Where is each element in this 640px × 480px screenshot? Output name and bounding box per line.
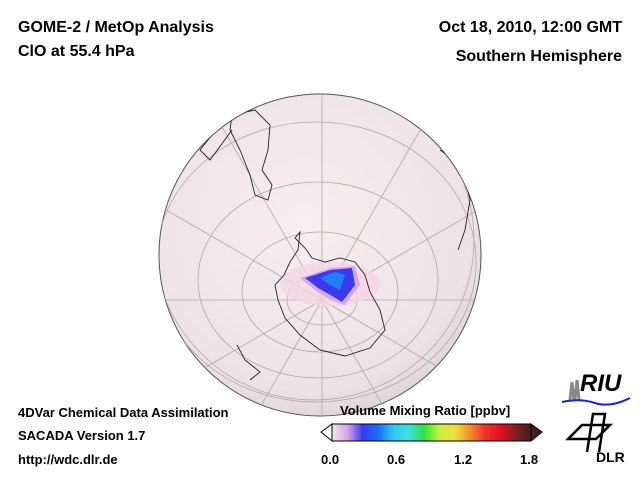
- figure-title: GOME‑2 / MetOp Analysis: [18, 19, 214, 36]
- colorbar-gradient: [331, 423, 532, 442]
- south-america-west: [199, 124, 233, 161]
- antarctica-coast: [274, 230, 386, 357]
- footer-line1: 4DVar Chemical Data Assimilation: [18, 405, 229, 420]
- colorbar-title: Volume Mixing Ratio [ppbv]: [340, 403, 511, 418]
- footer-line2: SACADA Version 1.7: [18, 428, 146, 443]
- dlr-logo: DLR: [560, 412, 632, 470]
- figure-subtitle: ClO at 55.4 hPa: [18, 43, 135, 60]
- coastlines: [199, 109, 471, 381]
- colorbar-tick-2: 1.2: [454, 452, 473, 467]
- meridian-line: [321, 299, 437, 367]
- colorbar: [320, 423, 543, 443]
- region-label: Southern Hemisphere: [455, 48, 622, 65]
- meridian-line: [321, 299, 383, 404]
- meridian-line: [204, 299, 323, 368]
- meridian-line: [261, 299, 323, 406]
- footer-url[interactable]: http://wdc.dlr.de: [18, 452, 118, 467]
- datetime-label: Oct 18, 2010, 12:00 GMT: [438, 19, 622, 36]
- colorbar-tick-1: 0.6: [387, 452, 406, 467]
- colorbar-max-arrow: [530, 423, 543, 443]
- clo-field: [280, 262, 380, 306]
- colorbar-min-arrow: [320, 423, 333, 443]
- colorbar-tick-0: 0.0: [321, 452, 340, 467]
- globe-disc: [158, 93, 482, 417]
- new-zealand-coast: [236, 344, 261, 381]
- south-america-coast: [229, 109, 273, 201]
- riu-logo: RIU: [560, 370, 632, 408]
- colorbar-tick-3: 1.8: [520, 452, 539, 467]
